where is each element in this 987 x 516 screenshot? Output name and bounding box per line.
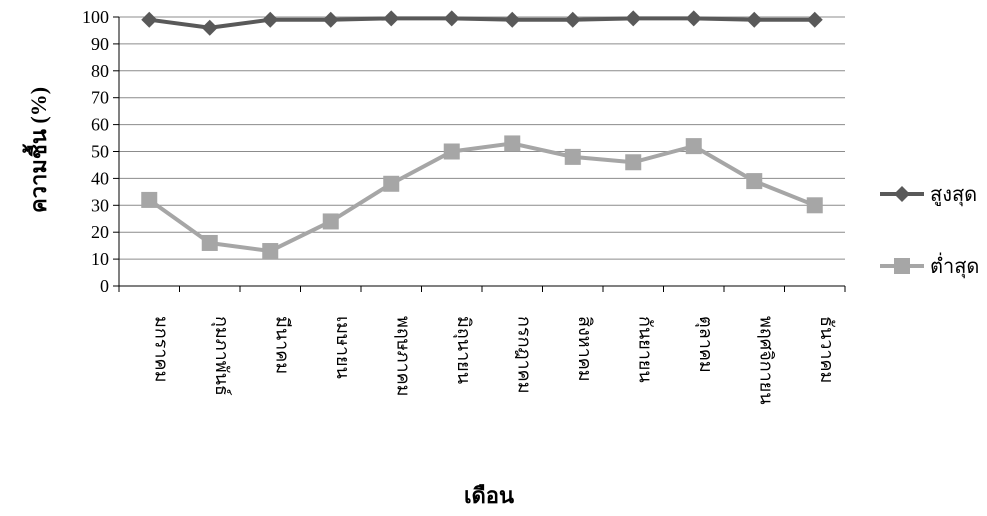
data-point-min	[504, 135, 521, 152]
grid-layer	[119, 16, 845, 260]
data-point-max	[746, 11, 763, 28]
data-point-min	[201, 234, 218, 251]
y-tick-label: 50	[91, 142, 109, 162]
data-point-min	[625, 154, 642, 171]
data-point-max	[564, 11, 581, 28]
y-tick-label: 60	[91, 115, 109, 135]
data-point-max	[504, 11, 521, 28]
y-tick-label: 40	[91, 168, 109, 188]
y-tick-label: 80	[91, 61, 109, 81]
y-tick-label: 30	[91, 195, 109, 215]
legend-swatch-max	[880, 186, 924, 202]
data-point-max	[201, 19, 218, 36]
data-point-min	[322, 213, 339, 230]
data-point-max	[625, 10, 642, 27]
legend-label-min: ต่ำสุด	[930, 256, 980, 278]
data-point-min	[564, 148, 581, 165]
x-tick-label: กุมภาพันธ์	[211, 316, 232, 396]
y-tick-label: 10	[91, 249, 109, 269]
x-tick-label: พฤศจิกายน	[756, 316, 776, 405]
data-point-min	[443, 143, 460, 160]
x-tick-label: เมษายน	[333, 316, 353, 379]
data-point-max	[443, 10, 460, 27]
series-line-1	[148, 141, 816, 254]
y-tick-label: 70	[91, 88, 109, 108]
legend-label-max: สูงสุด	[930, 184, 978, 206]
data-point-max	[383, 10, 400, 27]
data-point-max	[322, 11, 339, 28]
legend-swatch-min	[880, 258, 924, 274]
data-point-min	[806, 197, 823, 214]
y-tick-label: 100	[82, 7, 109, 27]
legend-item-max: สูงสุด	[878, 178, 977, 210]
x-tick-label: มิถุนายน	[453, 316, 474, 384]
x-axis-title: เดือน	[464, 483, 514, 508]
x-tick-label: มกราคม	[151, 316, 171, 382]
legend-item-min: ต่ำสุด	[878, 250, 979, 282]
y-tick-label: 90	[91, 34, 109, 54]
x-tick-label: ตุลาคม	[695, 316, 716, 373]
y-axis-title: ความชื้น (%)	[22, 87, 51, 213]
x-tick-label: ธันวาคม	[817, 316, 837, 383]
x-tick-label: กรกฎาคม	[514, 316, 534, 394]
x-tick-label: มีนาคม	[272, 316, 292, 374]
y-tick-label: 0	[100, 276, 109, 296]
data-point-max	[806, 11, 823, 28]
data-point-min	[383, 175, 400, 192]
data-point-min	[746, 173, 763, 190]
data-point-min	[262, 243, 279, 260]
x-tick-label: พฤษภาคม	[393, 316, 413, 397]
series-line-0	[148, 16, 815, 30]
data-point-min	[685, 138, 702, 155]
series-layer	[141, 10, 823, 260]
x-tick-label: สิงหาคม	[575, 316, 595, 382]
data-point-min	[141, 191, 158, 208]
y-tick-label: 20	[91, 222, 109, 242]
data-point-max	[141, 11, 158, 28]
axis-layer: 0 10 20 30 40 50 60 70 80 90 100 มกราคม กุมภาพันธ์ มี…	[82, 7, 846, 405]
data-point-max	[262, 11, 279, 28]
x-tick-label: กันยายน	[635, 316, 655, 383]
data-point-max	[685, 10, 702, 27]
